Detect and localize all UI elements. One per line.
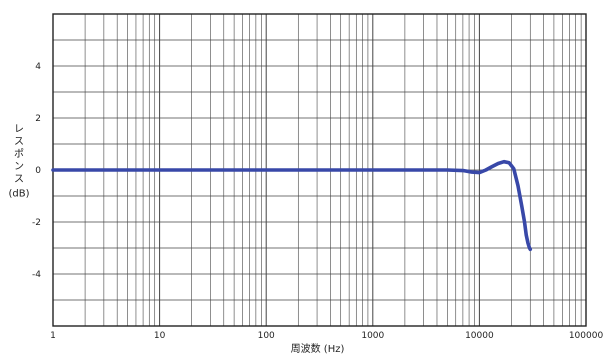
- x-tick-label: 1000: [361, 331, 384, 341]
- y-tick-label: 0: [35, 166, 41, 176]
- x-tick-label: 100000: [569, 331, 604, 341]
- x-tick-label: 100: [258, 331, 275, 341]
- y-tick-labels: 4 2 0 -2 -4: [32, 62, 41, 280]
- x-tick-labels: 1 10 100 1000 10000 100000: [50, 331, 603, 341]
- y-tick-label: -4: [32, 270, 41, 280]
- response-series-line: [51, 159, 533, 252]
- y-axis-title-char: ン: [14, 162, 24, 173]
- y-axis-title-char: ポ: [14, 148, 24, 160]
- x-tick-label: 1: [50, 331, 56, 341]
- y-tick-label: -2: [32, 218, 41, 228]
- x-tick-label: 10000: [465, 331, 494, 341]
- y-axis-unit: (dB): [8, 189, 29, 200]
- series-layer: [51, 159, 533, 252]
- y-axis-title-char: ス: [14, 137, 24, 148]
- x-tick-label: 10: [154, 331, 166, 341]
- y-axis-title-char: ス: [14, 174, 24, 185]
- y-tick-label: 4: [35, 62, 41, 72]
- x-axis-title: 周波数 (Hz): [291, 342, 345, 355]
- y-axis-title-char: レ: [14, 124, 24, 135]
- y-tick-label: 2: [35, 114, 41, 124]
